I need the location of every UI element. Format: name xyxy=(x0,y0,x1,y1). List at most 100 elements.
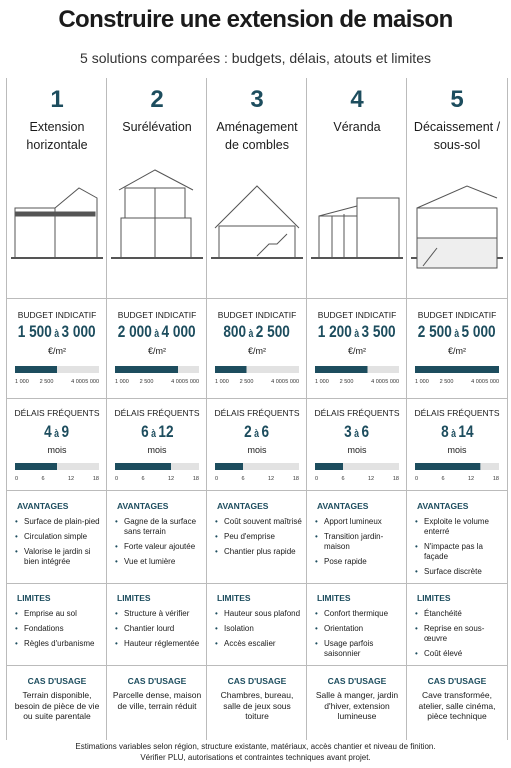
range-text: 3 à 6 xyxy=(345,422,370,442)
range-word: à xyxy=(148,428,159,440)
solution-name-line: Véranda xyxy=(333,120,381,134)
range: 4 à 9 xyxy=(7,422,107,442)
sketch xyxy=(318,205,358,217)
tick-label: 4 000 xyxy=(71,379,85,385)
sketch xyxy=(256,233,288,257)
range-word: à xyxy=(152,328,162,340)
tick-label: 1 000 xyxy=(115,379,129,385)
pros-item: Forte valeur ajoutée xyxy=(115,542,203,552)
tick-label: 12 xyxy=(268,476,274,482)
range: 1 200 à 3 500 xyxy=(307,322,407,342)
delay-unit: mois xyxy=(247,445,267,455)
pros-item: Coût souvent maîtrisé xyxy=(215,517,303,527)
row-divider xyxy=(407,398,507,399)
subtitle: 5 solutions comparées : budgets, délais,… xyxy=(80,50,431,66)
sketch xyxy=(118,169,194,191)
pros-item: Vue et lumière xyxy=(115,557,203,567)
column: 3 Aménagement de combles BUDGET INDICATIF 80… xyxy=(206,78,307,740)
row-divider xyxy=(207,583,307,584)
sketch xyxy=(120,217,192,259)
range-max: 5 000 xyxy=(461,322,496,341)
bar-fill xyxy=(15,463,57,470)
tick-label: 6 xyxy=(41,476,44,482)
tick-label: 12 xyxy=(168,476,174,482)
solution-number: 1 xyxy=(50,86,64,113)
row-divider xyxy=(107,490,207,491)
range-word: à xyxy=(448,428,459,440)
cons-item: Chantier lourd xyxy=(115,624,203,634)
row-divider xyxy=(207,398,307,399)
pros-item: Peu d'emprise xyxy=(215,532,303,542)
row-divider xyxy=(7,398,107,399)
sketch xyxy=(318,215,358,259)
tick-label: 4 000 xyxy=(271,379,285,385)
use-text: Cave transformée, atelier, salle cinéma,… xyxy=(418,690,496,721)
solution-name: Décaissement / sous-sol xyxy=(407,118,507,154)
pros-item: Transition jardin-maison xyxy=(315,532,403,552)
solution-number: 3 xyxy=(250,86,264,113)
budget-unit: €/m² xyxy=(448,346,466,356)
cons-list: Confort thermique Orientation Usage parfoi… xyxy=(315,609,403,664)
range: 800 à 2 500 xyxy=(207,322,307,342)
range-min: 2 xyxy=(244,422,253,441)
tick-label: 5 000 xyxy=(285,379,299,385)
cons-label: LIMITES xyxy=(17,593,51,603)
range-bar: 1 000 2 500 4 000 5 000 xyxy=(415,366,499,385)
pros-item: N'impacte pas la façade xyxy=(415,542,503,562)
tick-label: 18 xyxy=(293,476,299,482)
use-label: CAS D'USAGE xyxy=(127,676,187,686)
row-divider xyxy=(307,398,407,399)
solution-number: 5 xyxy=(450,86,464,113)
pros-label: AVANTAGES xyxy=(217,501,269,511)
solution-name-line: horizontale xyxy=(26,138,88,152)
row-divider xyxy=(7,298,107,299)
pros-item: Exploite le volume enterré xyxy=(415,517,503,537)
budget-label: BUDGET INDICATIF xyxy=(17,310,97,320)
range-max: 4 000 xyxy=(161,322,196,341)
tick-label: 1 000 xyxy=(15,379,29,385)
pros-label: AVANTAGES xyxy=(117,501,169,511)
tick-label: 12 xyxy=(468,476,474,482)
range-bar: 0 6 12 18 xyxy=(315,463,399,482)
budget-label: BUDGET INDICATIF xyxy=(217,310,297,320)
budget-unit: €/m² xyxy=(348,346,366,356)
cons-item: Étanchéité xyxy=(415,609,503,619)
range-min: 2 500 xyxy=(418,322,453,341)
range-min: 3 xyxy=(344,422,353,441)
pros-list: Apport lumineux Transition jardin-maison P… xyxy=(315,517,403,572)
delay-unit: mois xyxy=(47,445,67,455)
row-divider xyxy=(7,583,107,584)
bar-fill xyxy=(415,463,481,470)
budget-unit: €/m² xyxy=(48,346,66,356)
range-bar: 0 6 12 18 xyxy=(115,463,199,482)
delay-unit: mois xyxy=(447,445,467,455)
tick-label: 1 000 xyxy=(315,379,329,385)
solution-name-line: Décaissement / xyxy=(413,120,501,134)
cons-item: Reprise en sous-œuvre xyxy=(415,624,503,644)
range-word: à xyxy=(52,428,62,440)
row-divider xyxy=(307,490,407,491)
sketch xyxy=(14,211,96,217)
tick-label: 0 xyxy=(215,476,218,482)
tick-label: 2 500 xyxy=(40,379,54,385)
solution-number: 2 xyxy=(150,86,164,113)
tick-label: 2 500 xyxy=(240,379,254,385)
row-divider xyxy=(7,490,107,491)
tick-label: 18 xyxy=(393,476,399,482)
range-text: 2 500 à 5 000 xyxy=(418,322,496,342)
pros-label: AVANTAGES xyxy=(417,501,469,511)
tick-label: 5 000 xyxy=(85,379,99,385)
pros-item: Chantier plus rapide xyxy=(215,547,303,557)
pros-list: Exploite le volume enterré N'impacte pas … xyxy=(415,517,503,582)
use-label: CAS D'USAGE xyxy=(27,676,87,686)
pros-item: Surface de plain-pied xyxy=(15,517,103,527)
bar-fill xyxy=(215,463,243,470)
cons-label: LIMITES xyxy=(217,593,251,603)
cons-list: Emprise au sol Fondations Règles d'urbanis… xyxy=(15,609,103,654)
pros-list: Coût souvent maîtrisé Peu d'emprise Chanti… xyxy=(215,517,303,562)
range-max: 3 500 xyxy=(361,322,396,341)
footer-line: Estimations variables selon région, stru… xyxy=(75,742,436,751)
bar-track xyxy=(215,463,299,470)
tick-label: 18 xyxy=(493,476,499,482)
